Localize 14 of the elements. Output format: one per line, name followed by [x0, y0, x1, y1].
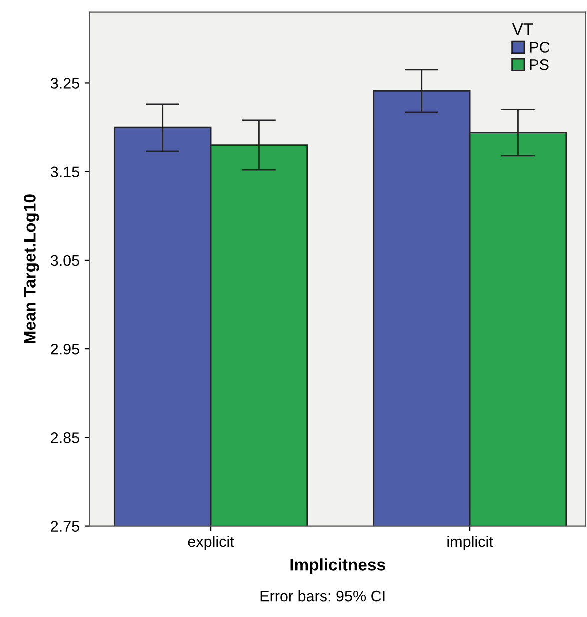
x-axis-title: Implicitness: [290, 558, 386, 574]
y-tick-label: 3.05: [50, 255, 80, 266]
x-tick-label: implicit: [448, 536, 494, 550]
y-tick-label: 2.75: [51, 521, 80, 532]
text: Error bars: 95% CI: [260, 590, 385, 602]
y-tick-label: 3.15: [50, 166, 80, 178]
legend-label: PS: [530, 59, 549, 70]
x-tick-label: explicit: [188, 536, 234, 550]
y-tick-label: 2.85: [51, 432, 80, 444]
y-tick-label: 2.95: [51, 344, 80, 355]
legend-label: PC: [530, 42, 550, 53]
legend-title: VT: [512, 24, 534, 36]
y-axis-title: Mean Target.Log10: [24, 194, 40, 344]
y-tick-label: 3.25: [50, 78, 80, 89]
